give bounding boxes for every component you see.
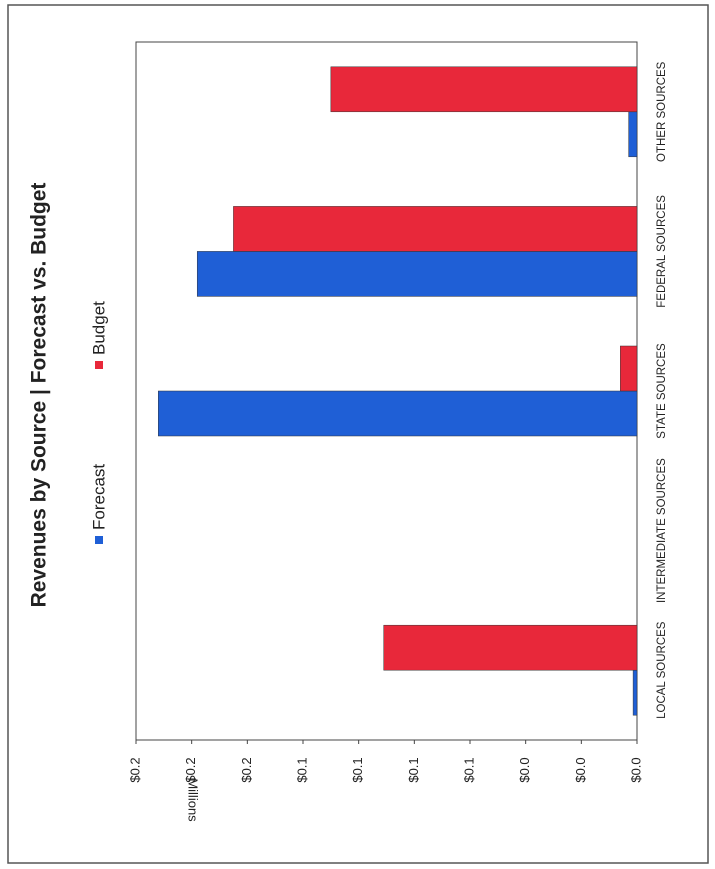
bar xyxy=(158,390,638,437)
bar xyxy=(383,624,638,671)
x-tick-label: STATE SOURCES xyxy=(656,343,668,439)
y-tick-label: $0.2 xyxy=(127,757,142,782)
y-tick-label: $0.0 xyxy=(517,757,532,782)
y-tick-label: $0.2 xyxy=(183,757,198,782)
bar xyxy=(233,206,638,252)
y-tick-label: $0.1 xyxy=(461,757,476,782)
chart-title: Revenues by Source | Forecast vs. Budget xyxy=(28,183,51,608)
legend-label: Forecast xyxy=(89,464,108,530)
bar xyxy=(628,111,638,158)
bar xyxy=(632,669,638,716)
legend-swatch xyxy=(95,361,103,369)
legend-swatch xyxy=(95,536,103,544)
legend-label: Budget xyxy=(89,301,108,355)
y-tick-label: $0.1 xyxy=(406,757,421,782)
page-frame xyxy=(7,4,709,864)
x-tick-label: LOCAL SOURCES xyxy=(656,621,668,719)
axis-title: Millions xyxy=(186,778,201,822)
bar xyxy=(196,251,638,297)
x-tick-label: OTHER SOURCES xyxy=(656,61,668,162)
y-tick-label: $0.1 xyxy=(350,757,365,782)
y-tick-label: $0.1 xyxy=(294,757,309,782)
y-tick-label: $0.0 xyxy=(573,757,588,782)
x-tick-label: FEDERAL SOURCES xyxy=(656,195,668,308)
bar xyxy=(330,66,638,113)
y-tick-label: $0.0 xyxy=(628,757,643,782)
bar xyxy=(620,345,638,392)
x-tick-label: INTERMEDIATE SOURCES xyxy=(656,458,668,603)
y-tick-label: $0.2 xyxy=(239,757,254,782)
